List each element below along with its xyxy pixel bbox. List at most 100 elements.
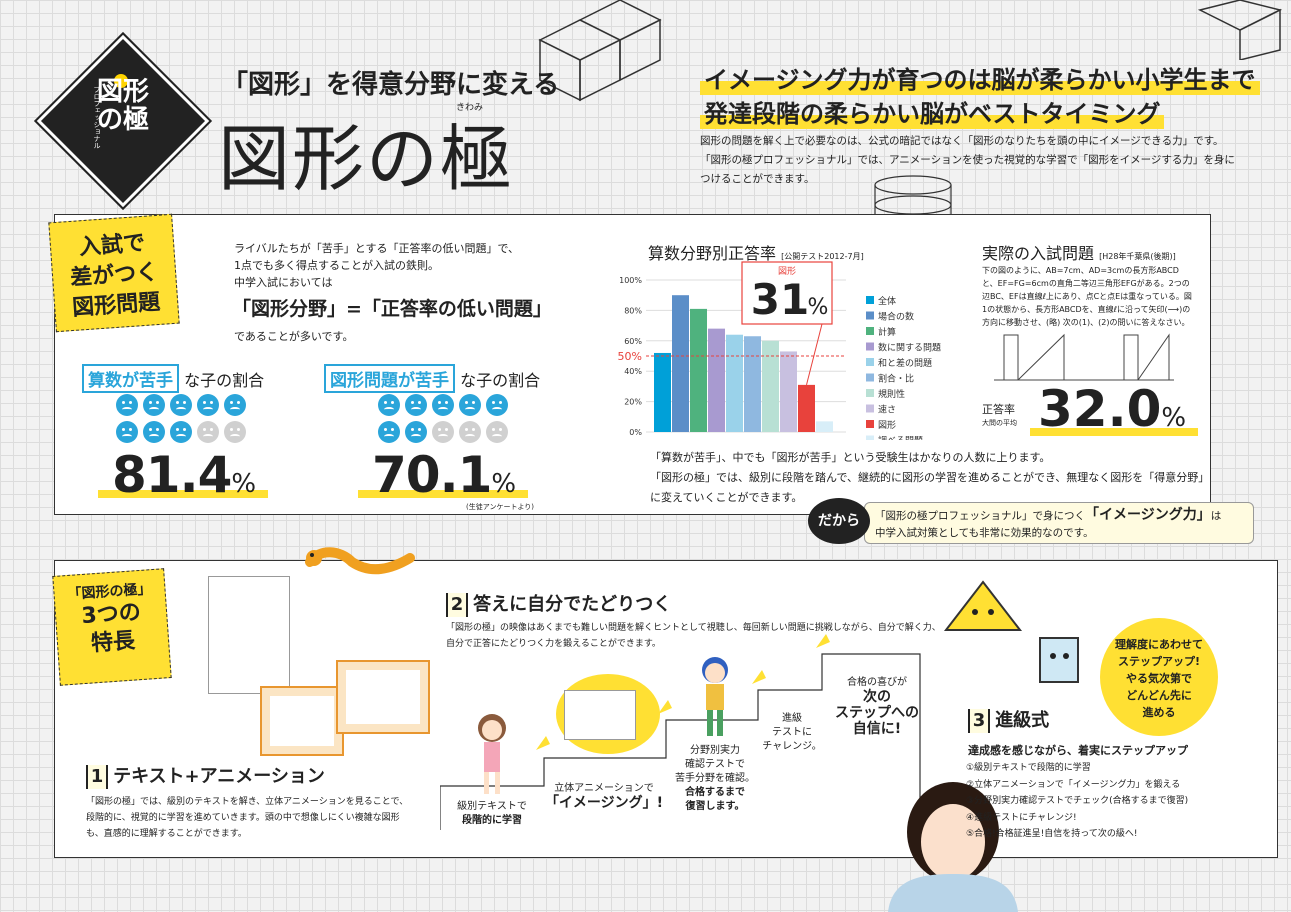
logo-top-text: プロフェッショナル [93, 86, 101, 149]
step-line: 合格するまで [685, 787, 745, 798]
intro-line: 1点でも多く得点することが入試の鉄則。 [234, 259, 439, 272]
triangle-mascot [943, 580, 1023, 631]
ratio-2-number: 70.1 [372, 446, 492, 504]
percent-sign: % [491, 469, 516, 499]
legend-label: 規則性 [878, 388, 905, 400]
chart-subtitle: [公開テスト2012-7月] [781, 252, 864, 261]
ratio-2-value: 70.1% [372, 446, 516, 504]
tag-exam-section: 入試で 差がつく 図形問題 [48, 213, 180, 333]
intro-line: ライバルたちが「苦手」とする「正答率の低い問題」で、 [234, 242, 520, 255]
legend-label: 全体 [878, 295, 896, 307]
step-1-label: 級別テキストで 段階的に学習 [448, 800, 536, 828]
textbook-page [260, 686, 344, 756]
chart-note-2: 「図形の極」では、級別に段階を踏んで、継続的に図形の学習を進めることができ、無理… [650, 471, 1210, 504]
list-item: ⑤合格!合格証進呈!自信を持って次の級へ! [966, 829, 1138, 839]
ratio-2-suffix: な子の割合 [460, 371, 541, 390]
chart-note: 「算数が苦手」、中でも「図形が苦手」という受験生はかなりの人数に上ります。 「図… [650, 448, 1220, 508]
legend-swatch [866, 373, 874, 382]
highlight-unit: % [808, 295, 829, 320]
step-line: 合格の喜びが [847, 677, 907, 688]
ratio-1-suffix: な子の割合 [184, 371, 265, 390]
legend-label: 計算 [878, 326, 896, 338]
highlight-connector [806, 323, 823, 386]
underline-bar [1030, 428, 1198, 436]
intro-line: 中学入試においては [234, 276, 333, 289]
highlight-value: 31 [751, 275, 809, 324]
feature-3-number: 3 [968, 709, 990, 733]
sad-face-icon [432, 394, 454, 416]
badge-line: やる気次第で [1126, 672, 1192, 685]
legend-label: 和と差の問題 [878, 357, 932, 369]
boy-character [702, 657, 728, 736]
exam-title-note: [H28年千葉県(後期)] [1099, 252, 1176, 261]
textbook-page [208, 576, 290, 694]
step-line: 級別テキストで [457, 801, 527, 812]
neutral-face-icon [432, 421, 454, 443]
dakara-text-post: は [1210, 510, 1222, 522]
title-ruby: きわみ [456, 103, 484, 113]
chart-bar [672, 295, 689, 432]
dakara-badge: だから [808, 498, 870, 544]
student-photo [888, 782, 1018, 912]
exam-rate-label-text: 正答率 [982, 403, 1015, 416]
step-line: 苦手分野を確認。 [675, 773, 755, 784]
sad-face-icon [116, 421, 138, 443]
step-line: ステップへの [835, 705, 919, 721]
sad-face-icon [170, 421, 192, 443]
legend-swatch [866, 296, 874, 304]
chart-bar [816, 421, 833, 432]
feature-2-heading: 2 答えに自分でたどりつく [446, 590, 671, 617]
underline-bar [98, 490, 268, 498]
dakara-box: 「図形の極プロフェッショナル」で身につく「イメージング力」は 中学入試対策として… [864, 502, 1254, 544]
animation-frame [564, 690, 636, 740]
sad-face-icon [459, 394, 481, 416]
lizard-mascot [305, 547, 415, 575]
list-item: ④進級テストにチャレンジ! [966, 812, 1077, 823]
step-line: 復習します。 [685, 801, 745, 812]
step-line: 進級 [782, 713, 802, 724]
sad-face-icon [116, 394, 138, 416]
legend-swatch [866, 311, 874, 320]
legend-swatch [866, 420, 874, 428]
underline-bar [358, 490, 528, 498]
chart-title: 算数分野別正答率 [公開テスト2012-7月] [648, 240, 864, 264]
header-body-1: 図形の問題を解く上で必要なのは、公式の暗記ではなく「図形のなりたちを頭の中にイメ… [700, 135, 1224, 147]
sad-face-icon [405, 394, 427, 416]
badge-line: どんどん先に [1126, 689, 1192, 702]
neutral-face-icon [197, 421, 219, 443]
y-tick-label: 40% [624, 367, 642, 376]
y-tick-label: 100% [619, 276, 642, 285]
feature-3-list: ①級別テキストで段階的に学習 ②立体アニメーションで「イメージング力」を鍛える … [966, 760, 1188, 843]
step-line: チャレンジ。 [762, 741, 822, 752]
badge-line: ステップアップ! [1117, 655, 1201, 668]
intro-after: であることが多いです。 [234, 330, 354, 343]
step-4-label: 進級 テストに チャレンジ。 [762, 712, 822, 754]
neutral-face-icon [224, 421, 246, 443]
chart-bar [726, 334, 743, 432]
dakara-text-bold: 「イメージング力」 [1085, 507, 1211, 523]
chart-bar [744, 336, 761, 432]
list-item: ①級別テキストで段階的に学習 [966, 763, 1091, 773]
legend-label: 図形 [878, 419, 896, 431]
feature-1-heading: 1 テキスト+アニメーション [86, 762, 325, 789]
chart-note-1: 「算数が苦手」、中でも「図形が苦手」という受験生はかなりの人数に上ります。 [650, 451, 1051, 464]
feature-1-number: 1 [86, 765, 108, 789]
legend-swatch [866, 389, 874, 397]
list-item: ③分野別実力確認テストでチェック(合格するまで復習) [966, 796, 1189, 806]
reference-line-label: 50% [618, 350, 642, 363]
logo-dot [114, 74, 128, 88]
exam-rate-number: 32.0 [1038, 380, 1162, 438]
sad-face-icon [378, 421, 400, 443]
exam-text: 下の図のように、AB=7cm、AD=3cmの長方形ABCDと、EF=FG=6cm… [982, 266, 1192, 327]
stepup-badge: 理解度にあわせて ステップアップ! やる気次第で どんどん先に 進める [1100, 618, 1218, 736]
step-line: テストに [772, 727, 812, 738]
step-line: 立体アニメーションで [554, 783, 654, 794]
header-body-2: 「図形の極プロフェッショナル」では、アニメーションを使った視覚的な学習で「図形を… [700, 154, 1235, 185]
feature-3-subtitle: 達成感を感じながら、着実にステップアップ [968, 744, 1188, 757]
ratio-1-box: 算数が苦手 [82, 364, 179, 393]
chart-bar [780, 351, 797, 432]
highlight-box [741, 261, 833, 325]
feature-3-heading: 3 進級式 [968, 706, 1049, 733]
headline-1: イメージング力が育つのは脳が柔らかい小学生まで [700, 60, 1260, 95]
